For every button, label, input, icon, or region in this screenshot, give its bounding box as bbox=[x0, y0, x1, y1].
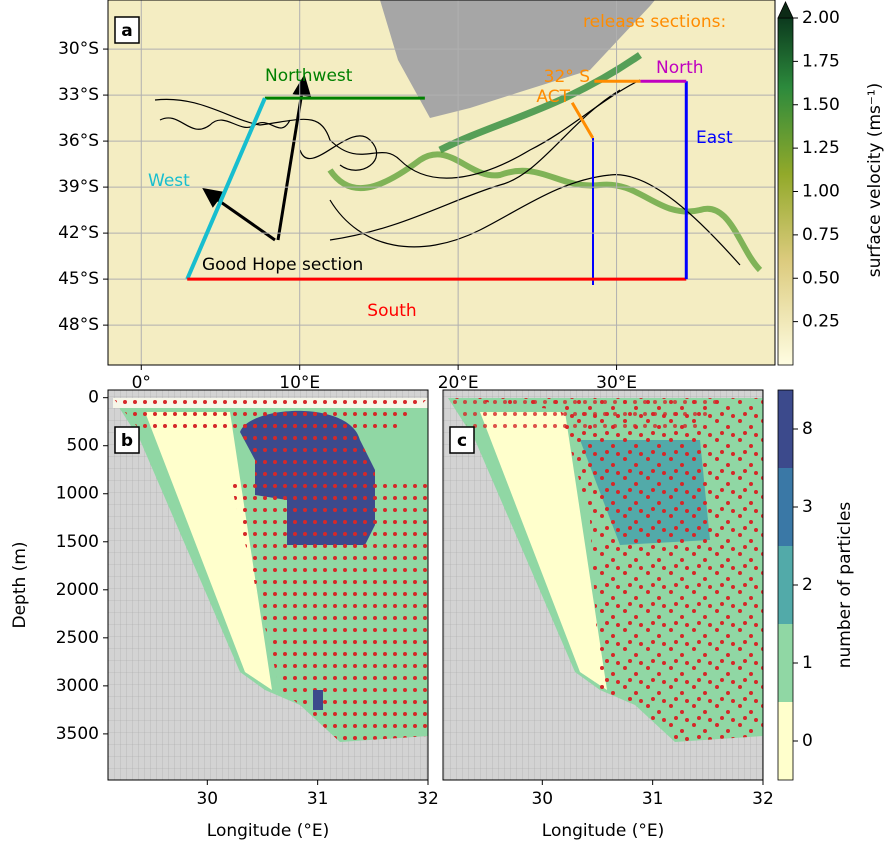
colorbar-tick-label: 2.00 bbox=[802, 8, 840, 28]
x-tick-label: 20°E bbox=[438, 373, 479, 393]
y-tick-label: 42°S bbox=[58, 223, 99, 243]
panel-label: c bbox=[457, 431, 467, 451]
panel-label-box bbox=[114, 426, 140, 454]
frame bbox=[107, 0, 776, 366]
colorbar-tick-label: 0.25 bbox=[802, 312, 840, 332]
colorbar-label: number of particles bbox=[835, 502, 855, 669]
y-tick-label: 33°S bbox=[58, 85, 99, 105]
y-tick-label: 3000 bbox=[56, 676, 99, 696]
section-background bbox=[108, 390, 428, 780]
section-label: 32° S bbox=[544, 67, 590, 87]
y-axis-label: Depth (m) bbox=[10, 541, 30, 628]
section-label: South bbox=[367, 301, 416, 321]
panel-label-box bbox=[114, 16, 140, 44]
x-tick-label: 30 bbox=[531, 789, 553, 809]
section-line bbox=[185, 97, 267, 280]
colorbar-bin bbox=[778, 624, 793, 702]
colorbar-bin bbox=[778, 546, 793, 624]
section-background bbox=[443, 390, 763, 780]
y-tick-label: 1500 bbox=[56, 532, 99, 552]
colorbar-bin bbox=[778, 390, 793, 468]
y-tick-label: 2500 bbox=[56, 628, 99, 648]
panel-label: b bbox=[121, 431, 133, 451]
annotation: release sections: bbox=[583, 12, 726, 32]
frame bbox=[107, 389, 429, 781]
y-tick-label: 500 bbox=[67, 436, 99, 456]
colorbar-tick-label: 0.75 bbox=[802, 225, 840, 245]
colorbar bbox=[777, 17, 794, 366]
section-label: ACT bbox=[536, 87, 570, 107]
colorbar-label: surface velocity (ms⁻¹) bbox=[865, 83, 885, 278]
colorbar-tick-label: 2 bbox=[802, 575, 813, 595]
section-label: Northwest bbox=[265, 66, 353, 86]
panel-label: a bbox=[121, 21, 132, 41]
section-label: West bbox=[148, 171, 190, 191]
x-tick-label: 10°E bbox=[279, 373, 320, 393]
x-tick-label: 32 bbox=[752, 789, 774, 809]
colorbar-tick-label: 0 bbox=[802, 731, 813, 751]
x-tick-label: 31 bbox=[307, 789, 329, 809]
colorbar-tick-label: 1.00 bbox=[802, 182, 840, 202]
section-label: East bbox=[696, 128, 733, 148]
colorbar-tick-label: 3 bbox=[802, 497, 813, 517]
colorbar-bin bbox=[778, 468, 793, 546]
colorbar-bin bbox=[778, 702, 793, 780]
section-line bbox=[570, 101, 595, 139]
annotation: Good Hope section bbox=[202, 255, 363, 275]
x-tick-label: 30°E bbox=[596, 373, 637, 393]
y-tick-label: 1000 bbox=[56, 484, 99, 504]
colorbar-tick-label: 0.50 bbox=[802, 268, 840, 288]
y-tick-label: 2000 bbox=[56, 580, 99, 600]
y-tick-label: 36°S bbox=[58, 131, 99, 151]
x-tick-label: 30 bbox=[196, 789, 218, 809]
colorbar-tick-label: 1 bbox=[802, 653, 813, 673]
x-tick-label: 0° bbox=[132, 373, 151, 393]
y-tick-label: 39°S bbox=[58, 177, 99, 197]
x-axis-label: Longitude (°E) bbox=[542, 821, 664, 841]
panel-label-box bbox=[449, 426, 475, 454]
x-tick-label: 32 bbox=[417, 789, 439, 809]
y-tick-label: 30°S bbox=[58, 39, 99, 59]
y-tick-label: 0 bbox=[88, 388, 99, 408]
x-tick-label: 31 bbox=[642, 789, 664, 809]
colorbar-frame bbox=[777, 389, 794, 781]
frame bbox=[442, 389, 764, 781]
colorbar-tick-label: 1.75 bbox=[802, 51, 840, 71]
colorbar-tick-label: 8 bbox=[802, 419, 813, 439]
map-background bbox=[108, 0, 775, 365]
colorbar-tick-label: 1.25 bbox=[802, 138, 840, 158]
y-tick-label: 45°S bbox=[58, 269, 99, 289]
y-tick-label: 3500 bbox=[56, 724, 99, 744]
colorbar-tick-label: 1.50 bbox=[802, 95, 840, 115]
x-axis-label: Longitude (°E) bbox=[207, 821, 329, 841]
y-tick-label: 48°S bbox=[58, 315, 99, 335]
section-label: North bbox=[656, 58, 704, 78]
colorbar-extend bbox=[777, 1, 794, 19]
